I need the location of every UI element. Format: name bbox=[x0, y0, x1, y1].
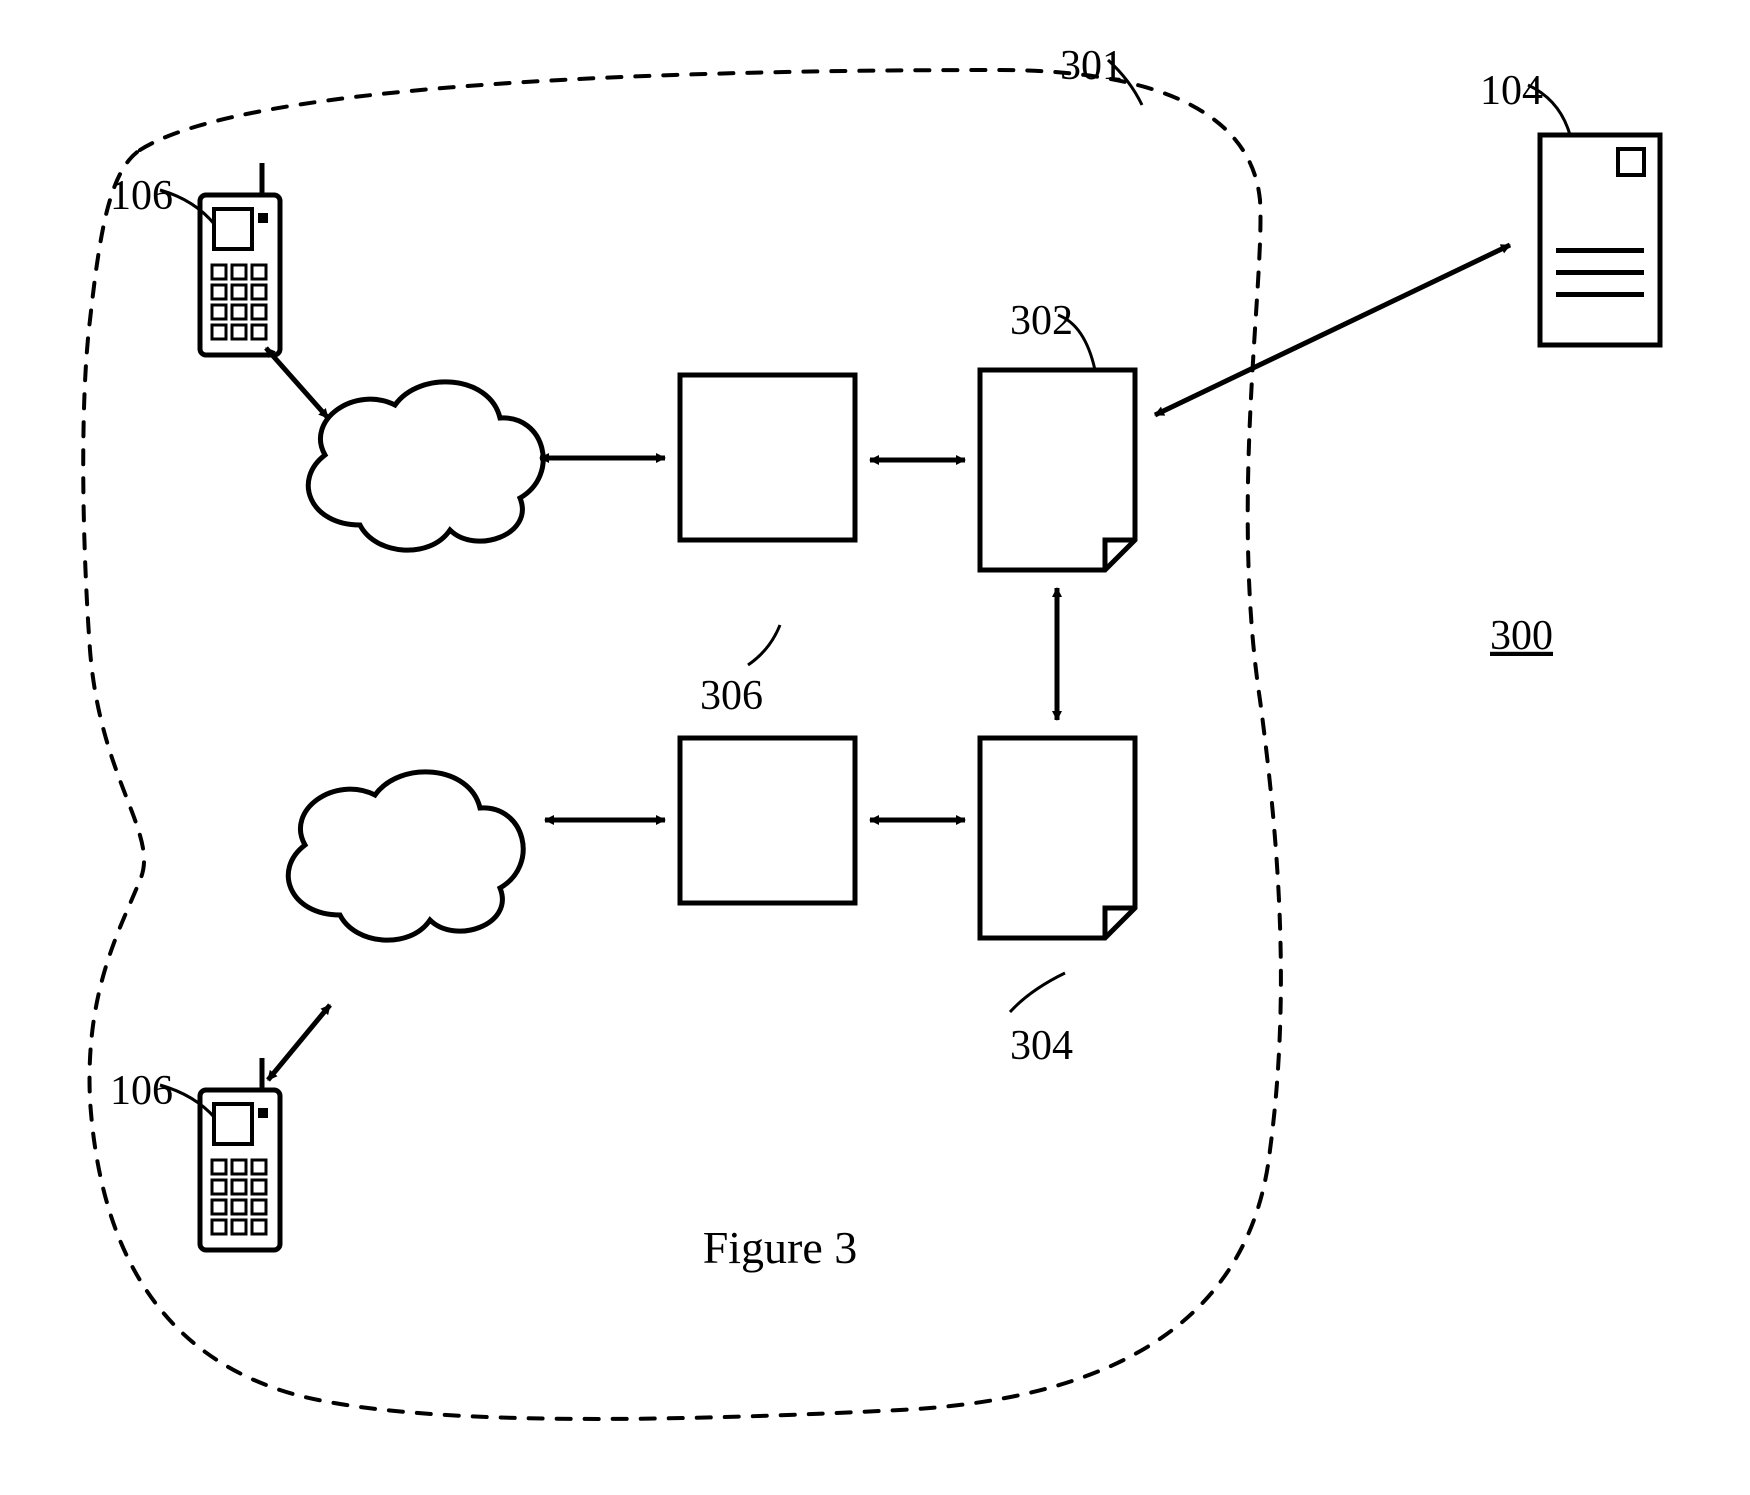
label-302: 302 bbox=[1010, 298, 1073, 344]
double-arrow-0 bbox=[266, 348, 328, 418]
label-304: 304 bbox=[1010, 1023, 1073, 1069]
block-306 bbox=[680, 738, 855, 903]
label-106: 106 bbox=[110, 1068, 173, 1114]
label-306-leader bbox=[748, 625, 780, 665]
figure-caption: Figure 3 bbox=[703, 1222, 858, 1273]
cloud-icon bbox=[288, 772, 523, 940]
label-104: 104 bbox=[1480, 68, 1543, 114]
phone-icon bbox=[200, 163, 280, 355]
phone-icon bbox=[200, 1058, 280, 1250]
label-304-leader bbox=[1010, 973, 1065, 1012]
double-arrow-1 bbox=[268, 1005, 330, 1080]
page-304 bbox=[980, 738, 1135, 938]
double-arrow-7 bbox=[1155, 245, 1510, 415]
server-icon bbox=[1540, 135, 1660, 345]
block-306 bbox=[680, 375, 855, 540]
label-300: 300 bbox=[1490, 613, 1553, 659]
cloud-icon bbox=[308, 382, 543, 550]
label-106: 106 bbox=[110, 173, 173, 219]
page-302 bbox=[980, 370, 1135, 570]
label-306: 306 bbox=[700, 673, 763, 719]
